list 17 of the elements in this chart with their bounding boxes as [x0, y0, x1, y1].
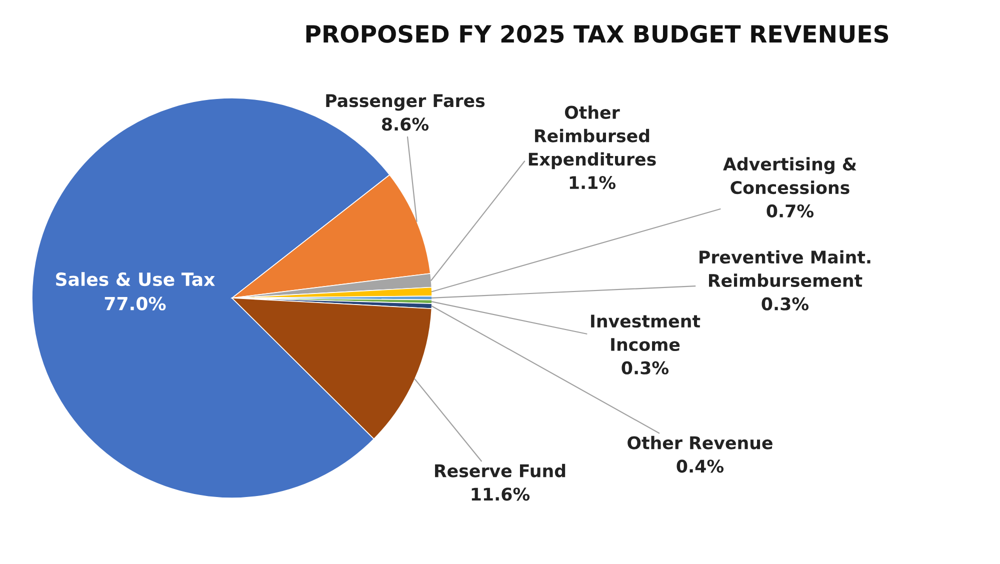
slice-label: Sales & Use Tax: [56, 272, 215, 286]
data-label: 8.6%: [382, 118, 429, 131]
slice-label: Passenger Fares: [326, 94, 485, 111]
slice-label: Other Revenue: [628, 436, 772, 450]
chart-title: PROPOSED FY 2025 TAX BUDGET REVENUES: [306, 24, 888, 43]
data-label: 1.1%: [570, 176, 616, 190]
slice-label: Other Reimbursed Expenditures: [528, 106, 656, 170]
data-label: 0.3%: [762, 297, 809, 310]
slice-label: Preventive Maint. Reimbursement: [700, 250, 870, 288]
data-label: 0.7%: [766, 204, 814, 218]
slice-label: Reserve Fund: [435, 464, 566, 478]
data-label: 0.3%: [622, 361, 669, 374]
slice-label: Advertising & Concessions: [723, 157, 856, 194]
data-label: 77.0%: [104, 296, 166, 310]
slice-label: Investment Income: [591, 314, 700, 352]
data-label: 0.4%: [676, 460, 724, 473]
data-label: 11.6%: [472, 488, 530, 501]
